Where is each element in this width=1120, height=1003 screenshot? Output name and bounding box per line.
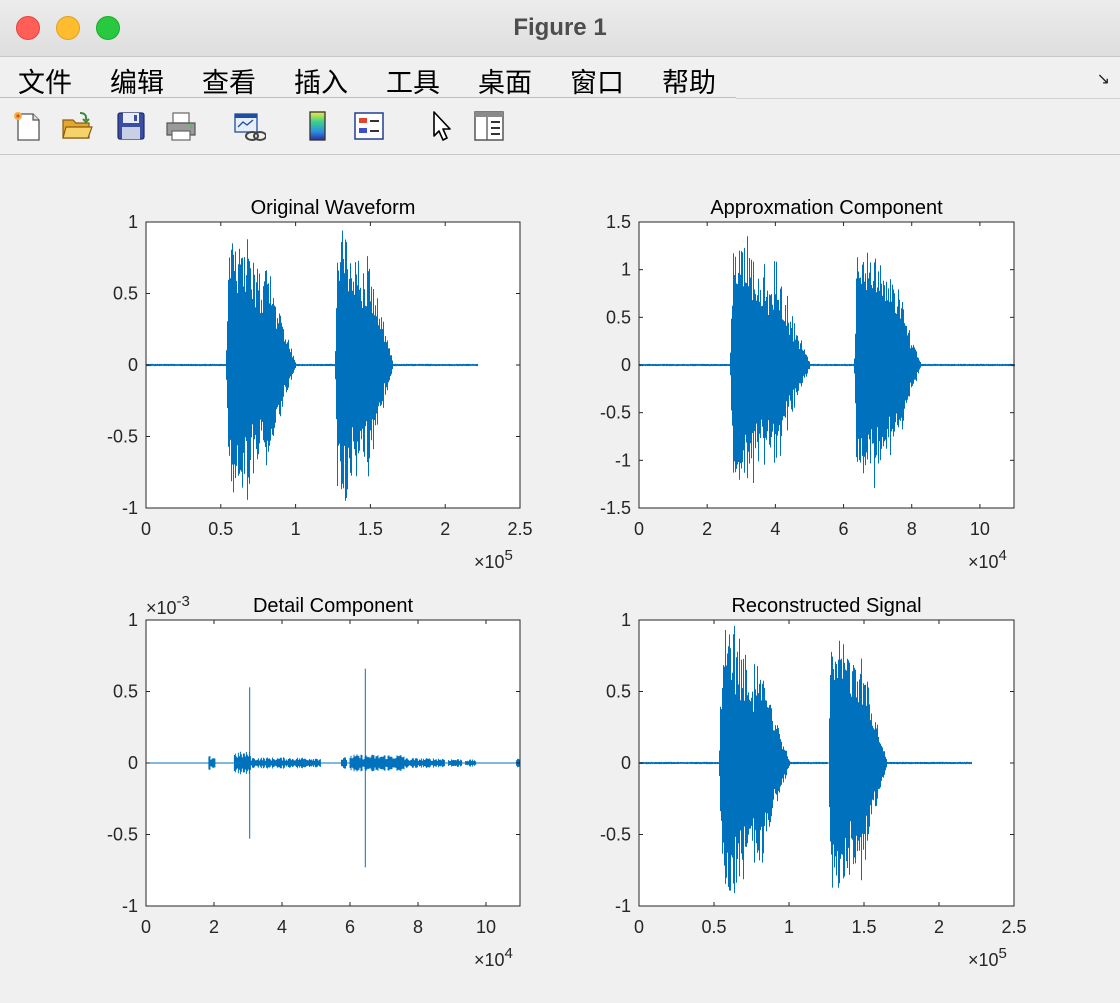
y-tick-label: -1 xyxy=(615,896,631,916)
colorbar-icon[interactable] xyxy=(301,109,335,143)
y-exponent-label: ×10-3 xyxy=(146,593,190,618)
x-tick-label: 0 xyxy=(634,917,644,937)
dock-arrow-icon[interactable]: ↘ xyxy=(1096,71,1110,88)
window-title: Figure 1 xyxy=(513,14,607,41)
new-figure-icon[interactable] xyxy=(10,109,44,143)
x-tick-label: 2 xyxy=(702,519,712,539)
x-tick-label: 10 xyxy=(970,519,990,539)
y-tick-label: -1 xyxy=(615,450,631,470)
property-editor-icon[interactable] xyxy=(472,109,506,143)
minimize-window-button[interactable] xyxy=(56,16,80,40)
print-icon[interactable] xyxy=(164,109,198,143)
menu-divider xyxy=(0,97,736,98)
menu-insert[interactable]: 插入 xyxy=(294,68,348,99)
x-tick-label: 0.5 xyxy=(701,917,726,937)
menu-edit[interactable]: 编辑 xyxy=(110,68,164,99)
y-tick-label: -0.5 xyxy=(107,427,138,447)
y-tick-label: 0.5 xyxy=(606,307,631,327)
x-tick-label: 2.5 xyxy=(1001,917,1026,937)
x-tick-label: 1.5 xyxy=(851,917,876,937)
y-tick-label: -0.5 xyxy=(600,825,631,845)
menu-help[interactable]: 帮助 xyxy=(662,68,716,99)
x-exponent-label: ×104 xyxy=(968,547,1007,572)
y-tick-label: -1 xyxy=(122,498,138,518)
close-window-button[interactable] xyxy=(16,16,40,40)
x-exponent-label: ×105 xyxy=(968,945,1007,970)
menu-view[interactable]: 查看 xyxy=(202,68,256,99)
subplot-title: Original Waveform xyxy=(251,197,416,219)
x-exponent-label: ×104 xyxy=(474,945,513,970)
y-tick-label: -1 xyxy=(122,896,138,916)
y-tick-label: 1 xyxy=(621,610,631,630)
y-tick-label: 1.5 xyxy=(606,212,631,232)
y-tick-label: 1 xyxy=(128,212,138,232)
signal-line xyxy=(146,668,521,868)
subplots: 0 0.5 1 1.5 2 2.5 -1 -0.5 0 0.5 1 Original Waveform… xyxy=(107,197,1027,970)
y-tick-label: 0.5 xyxy=(606,682,631,702)
y-tick-label: 0.5 xyxy=(113,682,138,702)
x-tick-label: 10 xyxy=(476,917,496,937)
x-tick-label: 1.5 xyxy=(358,519,383,539)
x-tick-label: 2 xyxy=(934,917,944,937)
y-tick-label: 0 xyxy=(128,355,138,375)
x-tick-label: 0 xyxy=(634,519,644,539)
maximize-window-button[interactable] xyxy=(96,16,120,40)
y-tick-label: 0 xyxy=(128,753,138,773)
x-tick-label: 8 xyxy=(907,519,917,539)
x-tick-label: 0 xyxy=(141,917,151,937)
subplot-title: Reconstructed Signal xyxy=(731,595,921,617)
x-tick-label: 1 xyxy=(291,519,301,539)
save-icon[interactable] xyxy=(114,109,148,143)
x-tick-label: 1 xyxy=(784,917,794,937)
x-tick-label: 2.5 xyxy=(507,519,532,539)
x-tick-label: 4 xyxy=(770,519,780,539)
legend-icon[interactable] xyxy=(352,109,386,143)
menu-file[interactable]: 文件 xyxy=(18,68,72,99)
x-tick-label: 8 xyxy=(413,917,423,937)
y-tick-label: 1 xyxy=(128,610,138,630)
y-tick-label: 0 xyxy=(621,355,631,375)
x-tick-label: 4 xyxy=(277,917,287,937)
x-tick-label: 2 xyxy=(209,917,219,937)
subplot-1[interactable]: 0 0.5 1 1.5 2 2.5 -1 -0.5 0 0.5 1 Original Waveform… xyxy=(107,197,533,572)
y-tick-label: -0.5 xyxy=(107,825,138,845)
y-tick-label: 0.5 xyxy=(113,284,138,304)
y-tick-label: -0.5 xyxy=(600,403,631,423)
menu-tools[interactable]: 工具 xyxy=(386,68,440,99)
toolbar xyxy=(0,99,1120,155)
figure-canvas: 0 0.5 1 1.5 2 2.5 -1 -0.5 0 0.5 1 Original Waveform… xyxy=(0,155,1120,998)
x-tick-label: 6 xyxy=(345,917,355,937)
subplot-4[interactable]: 0 0.5 1 1.5 2 2.5 -1 -0.5 0 0.5 1 Reconstructed Sig… xyxy=(600,595,1027,970)
menu-desktop[interactable]: 桌面 xyxy=(478,68,532,99)
x-tick-label: 2 xyxy=(440,519,450,539)
x-exponent-label: ×105 xyxy=(474,547,513,572)
x-tick-label: 6 xyxy=(839,519,849,539)
subplot-title: Approxmation Component xyxy=(710,197,943,219)
menu-bar: 文件 编辑 查看 插入 工具 桌面 窗口 帮助 ↘ xyxy=(0,57,1120,99)
x-tick-label: 0 xyxy=(141,519,151,539)
title-bar: Figure 1 xyxy=(0,0,1120,57)
x-tick-label: 0.5 xyxy=(208,519,233,539)
y-tick-label: 0 xyxy=(621,753,631,773)
subplot-3[interactable]: 0 2 4 6 8 10 -1 -0.5 0 0.5 1 Detail Component ×104 ×1… xyxy=(107,593,521,970)
menu-divider-right xyxy=(736,98,1120,99)
subplot-2[interactable]: 0 2 4 6 8 10 -1.5 -1 -0.5 0 0.5 1 1.5 Approxmation Co… xyxy=(600,197,1015,572)
pointer-icon[interactable] xyxy=(424,109,458,143)
link-plot-icon[interactable] xyxy=(232,109,266,143)
subplot-title: Detail Component xyxy=(253,595,414,617)
open-file-icon[interactable] xyxy=(60,109,94,143)
y-tick-label: -1.5 xyxy=(600,498,631,518)
y-tick-label: 1 xyxy=(621,260,631,280)
menu-window[interactable]: 窗口 xyxy=(570,68,624,99)
